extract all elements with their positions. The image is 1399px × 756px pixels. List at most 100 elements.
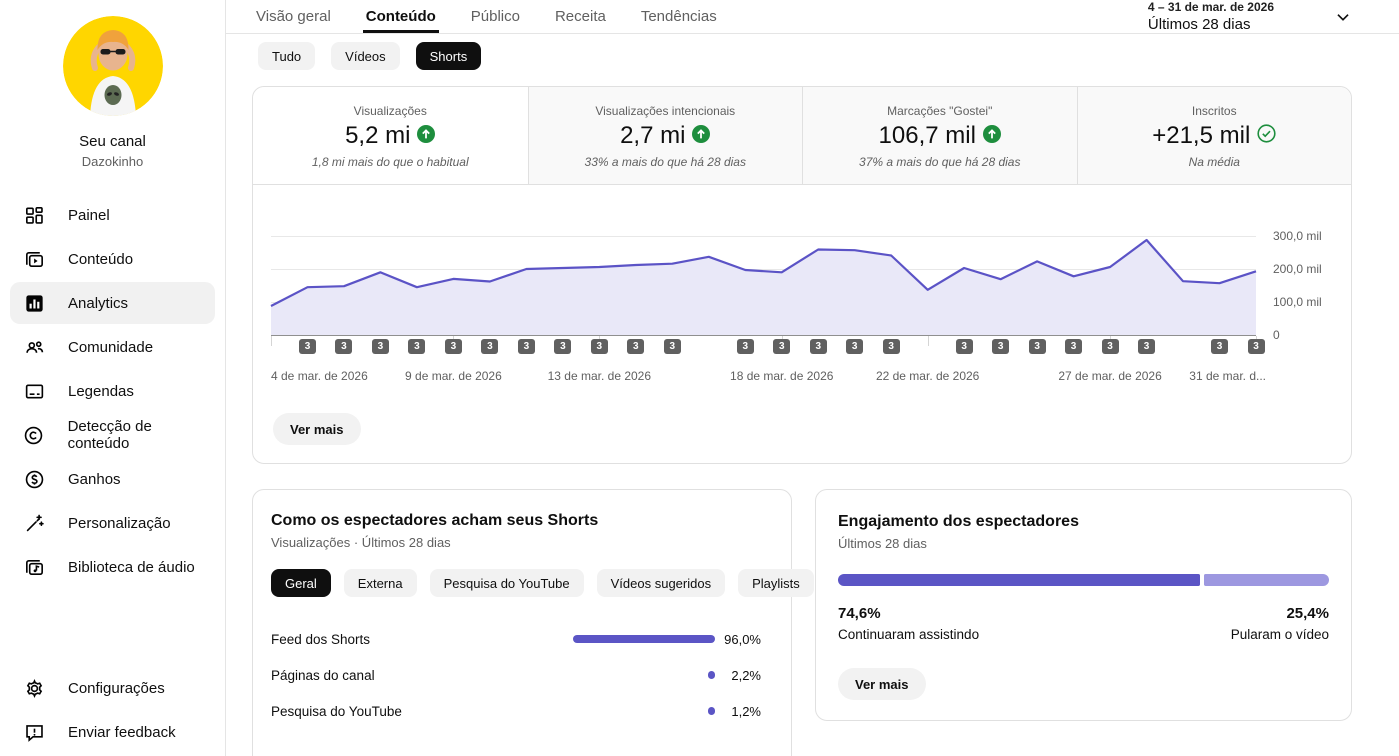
published-shorts-badge[interactable]: 3: [481, 339, 498, 354]
published-shorts-badge[interactable]: 3: [1138, 339, 1155, 354]
channel-avatar[interactable]: [63, 16, 163, 116]
metric-note: 37% a mais do que há 28 dias: [859, 155, 1020, 169]
traffic-source-row-pesquisa-do-youtube[interactable]: Pesquisa do YouTube1,2%: [271, 693, 773, 729]
sidebar-item-comunidade[interactable]: Comunidade: [10, 326, 215, 368]
metric-value-row: 5,2 mi: [345, 122, 435, 150]
filter-chip-videos[interactable]: Vídeos: [331, 42, 399, 70]
engagement-stats: 74,6%Continuaram assistindo 25,4%Pularam …: [838, 605, 1329, 642]
sidebar-item-label: Analytics: [68, 295, 128, 312]
sidebar-nav: PainelConteúdo Analytics Comunidade Legenda…: [0, 193, 225, 589]
analytics-tabs: Visão geral Conteúdo Público Receita Tendênc…: [226, 0, 717, 33]
views-line-plot: [253, 185, 1353, 385]
date-range-picker[interactable]: 4 – 31 de mar. de 2026 Últimos 28 dias: [1148, 0, 1399, 33]
sidebar-item-label: Ganhos: [68, 471, 121, 488]
metric-note: Na média: [1189, 155, 1240, 169]
published-shorts-badge[interactable]: 3: [335, 339, 352, 354]
dashboard-icon: [22, 203, 46, 227]
trend-up-icon: [417, 125, 435, 148]
tab-tendencias[interactable]: Tendências: [641, 0, 717, 33]
filter-chip-shorts[interactable]: Shorts: [416, 42, 482, 70]
published-shorts-badge[interactable]: 3: [846, 339, 863, 354]
sidebar-item-biblioteca-de-audio[interactable]: Biblioteca de áudio: [10, 546, 215, 588]
chart-see-more-button[interactable]: Ver mais: [273, 413, 361, 445]
published-shorts-badge[interactable]: 3: [445, 339, 462, 354]
published-shorts-badge[interactable]: 3: [554, 339, 571, 354]
analytics-topbar: Visão geral Conteúdo Público Receita Tendênc…: [226, 0, 1399, 34]
tab-visao-geral[interactable]: Visão geral: [256, 0, 331, 33]
source-chip-videos-sugeridos[interactable]: Vídeos sugeridos: [597, 569, 725, 597]
x-axis-tick: [928, 336, 929, 346]
metric-value-row: +21,5 mil: [1152, 122, 1276, 150]
x-axis-label: 27 de mar. de 2026: [1058, 369, 1161, 383]
metric-label: Marcações "Gostei": [887, 104, 992, 118]
source-chip-externa[interactable]: Externa: [344, 569, 417, 597]
tab-receita[interactable]: Receita: [555, 0, 606, 33]
settings-icon: [22, 676, 46, 700]
sidebar-item-personalizacao[interactable]: Personalização: [10, 502, 215, 544]
published-shorts-badge[interactable]: 3: [372, 339, 389, 354]
engagement-see-more-button[interactable]: Ver mais: [838, 668, 926, 700]
metric-note: 33% a mais do que há 28 dias: [585, 155, 746, 169]
metric-card-visualizacoes[interactable]: Visualizações5,2 mi1,8 mi mais do que o …: [253, 87, 528, 184]
published-shorts-badge[interactable]: 3: [518, 339, 535, 354]
published-shorts-badge[interactable]: 3: [810, 339, 827, 354]
sidebar-item-label: Configurações: [68, 680, 165, 697]
published-shorts-badge[interactable]: 3: [1065, 339, 1082, 354]
published-shorts-badge[interactable]: 3: [773, 339, 790, 354]
published-shorts-badge[interactable]: 3: [408, 339, 425, 354]
published-shorts-badge[interactable]: 3: [883, 339, 900, 354]
published-shorts-badge[interactable]: 3: [664, 339, 681, 354]
published-shorts-badge[interactable]: 3: [737, 339, 754, 354]
sidebar-item-conteudo[interactable]: Conteúdo: [10, 238, 215, 280]
published-shorts-badge[interactable]: 3: [627, 339, 644, 354]
source-chip-geral[interactable]: Geral: [271, 569, 331, 597]
published-shorts-badge[interactable]: 3: [1102, 339, 1119, 354]
engagement-stat-pularam-o-video: 25,4%Pularam o vídeo: [1231, 605, 1329, 642]
published-shorts-badge[interactable]: 3: [992, 339, 1009, 354]
metric-card-inscritos[interactable]: Inscritos+21,5 milNa média: [1077, 87, 1352, 184]
engagement-stat-label: Pularam o vídeo: [1231, 627, 1329, 642]
sidebar-item-enviar-feedback[interactable]: Enviar feedback: [10, 711, 215, 753]
tab-publico[interactable]: Público: [471, 0, 520, 33]
engagement-stat-continuaram-assistindo: 74,6%Continuaram assistindo: [838, 605, 979, 642]
sidebar-item-painel[interactable]: Painel: [10, 194, 215, 236]
published-shorts-badge[interactable]: 3: [1211, 339, 1228, 354]
check-circle-icon: [1257, 124, 1276, 148]
published-shorts-badge[interactable]: 3: [956, 339, 973, 354]
date-preset-label: Últimos 28 dias: [1148, 16, 1274, 33]
analytics-icon: [22, 291, 46, 315]
engagement-title: Engajamento dos espectadores: [838, 513, 1329, 531]
sidebar-item-legendas[interactable]: Legendas: [10, 370, 215, 412]
metric-card-marcacoes-gostei[interactable]: Marcações "Gostei"106,7 mil37% a mais do…: [802, 87, 1077, 184]
source-chip-playlists[interactable]: Playlists: [738, 569, 814, 597]
traffic-source-row-paginas-do-canal[interactable]: Páginas do canal2,2%: [271, 657, 773, 693]
x-axis-label: 22 de mar. de 2026: [876, 369, 979, 383]
traffic-source-bar-track: [567, 635, 715, 643]
metric-label: Visualizações: [354, 104, 427, 118]
metric-card-visualizacoes-intencionais[interactable]: Visualizações intencionais2,7 mi33% a ma…: [528, 87, 803, 184]
traffic-source-row-feed-dos-shorts[interactable]: Feed dos Shorts96,0%: [271, 621, 773, 657]
tab-conteudo[interactable]: Conteúdo: [366, 0, 436, 33]
source-chip-pesquisa-do-youtube[interactable]: Pesquisa do YouTube: [430, 569, 584, 597]
trend-up-icon: [983, 125, 1001, 148]
published-shorts-badge[interactable]: 3: [1248, 339, 1265, 354]
sidebar-item-analytics[interactable]: Analytics: [10, 282, 215, 324]
metric-value-row: 2,7 mi: [620, 122, 710, 150]
traffic-sources-subtitle: Visualizações · Últimos 28 dias: [271, 535, 773, 550]
sidebar-item-label: Detecção de conteúdo: [68, 418, 215, 452]
traffic-source-rows: Feed dos Shorts96,0%Páginas do canal2,2%…: [271, 621, 773, 729]
published-shorts-badge[interactable]: 3: [591, 339, 608, 354]
traffic-source-bar-track: [567, 707, 715, 715]
sidebar-item-deteccao-de-conteudo[interactable]: Detecção de conteúdo: [10, 414, 215, 456]
sidebar-item-label: Comunidade: [68, 339, 153, 356]
published-shorts-badge[interactable]: 3: [1029, 339, 1046, 354]
sidebar-item-ganhos[interactable]: Ganhos: [10, 458, 215, 500]
filter-chip-tudo[interactable]: Tudo: [258, 42, 315, 70]
sidebar-item-label: Biblioteca de áudio: [68, 559, 195, 576]
analytics-content: Visualizações5,2 mi1,8 mi mais do que o …: [226, 70, 1399, 756]
sidebar-item-configuracoes[interactable]: Configurações: [10, 667, 215, 709]
x-axis-label: 4 de mar. de 2026: [271, 369, 368, 383]
published-shorts-badge[interactable]: 3: [299, 339, 316, 354]
metric-strip: Visualizações5,2 mi1,8 mi mais do que o …: [253, 87, 1351, 185]
traffic-source-percent: 2,2%: [715, 668, 761, 683]
